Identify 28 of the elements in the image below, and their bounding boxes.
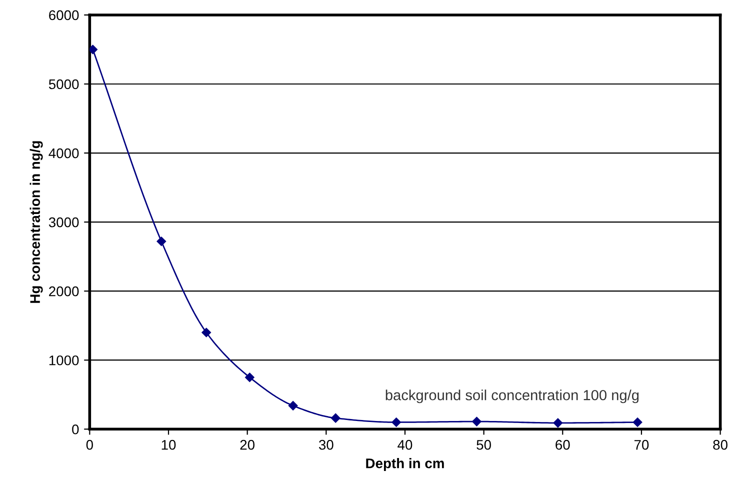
annotation: background soil concentration 100 ng/g [386, 390, 639, 404]
point [632, 418, 642, 427]
y-axis-title: Hg concentration in ng/g [30, 141, 43, 303]
point [392, 418, 401, 427]
x-axis-title: Depth in cm [366, 458, 444, 472]
point [288, 401, 298, 410]
x-tick-label: 10 [162, 440, 176, 450]
x-tick-label: 80 [713, 440, 728, 450]
point [202, 328, 211, 338]
x-tick-label: 70 [634, 440, 649, 450]
y-tick-label: 5000 [48, 79, 79, 90]
point [330, 413, 340, 423]
y-tick-label: 4000 [48, 148, 79, 158]
x-tick-label: 50 [476, 440, 491, 450]
x-tick-label: 30 [318, 440, 334, 450]
x-tick-label: 60 [556, 440, 570, 450]
x-tick-label: 0 [86, 440, 93, 450]
point [245, 372, 254, 382]
x-tick-label: 40 [398, 440, 412, 450]
x-tick-label: 20 [240, 440, 255, 450]
y-tick-label: 1000 [49, 355, 79, 366]
point [156, 236, 166, 246]
y-tick-label: 6000 [49, 10, 79, 20]
y-tick-label: 3000 [48, 217, 79, 228]
point [553, 418, 563, 428]
y-tick-label: 0 [72, 424, 79, 434]
point [472, 416, 482, 426]
y-tick-label: 2000 [49, 286, 79, 296]
